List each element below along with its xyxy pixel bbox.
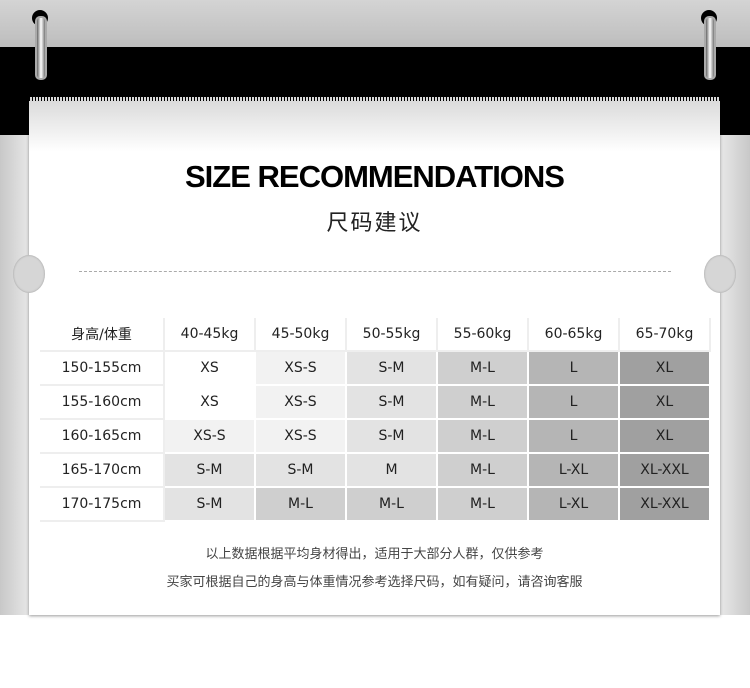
weight-header: 40-45kg (164, 318, 256, 352)
binder-ring-icon (700, 10, 718, 80)
weight-header: 55-60kg (437, 318, 529, 352)
size-table: 身高/体重 40-45kg 45-50kg 50-55kg 55-60kg 60-65kg… (40, 318, 711, 522)
size-card: SIZE RECOMMENDATIONS 尺码建议 身高/体重 40-45kg 45… (13, 97, 736, 615)
size-cell: L (528, 385, 620, 420)
divider (79, 271, 671, 272)
note-line-1: 以上数据根据平均身材得出，适用于大部分人群，仅供参考 (205, 547, 544, 562)
page-subtitle: 尺码建议 (326, 211, 423, 236)
weight-header: 60-65kg (528, 318, 620, 352)
height-label: 150-155cm (40, 351, 165, 386)
size-cell: S-M (255, 453, 347, 488)
size-cell: XS-S (164, 419, 256, 454)
size-cell: M-L (437, 453, 529, 488)
right-notch (704, 255, 736, 293)
size-cell: M-L (437, 351, 529, 386)
size-cell: L-XL (528, 453, 620, 488)
height-label: 170-175cm (40, 487, 165, 522)
table-row: 165-170cm S-M S-M M M-L L-XL XL-XXL (40, 453, 711, 488)
size-cell: M-L (255, 487, 347, 522)
height-label: 165-170cm (40, 453, 165, 488)
table-row: 160-165cm XS-S XS-S S-M M-L L XL (40, 419, 711, 454)
size-cell: XL-XXL (619, 453, 711, 488)
table-row: 170-175cm S-M M-L M-L M-L L-XL XL-XXL (40, 487, 711, 522)
table-header-row: 身高/体重 40-45kg 45-50kg 50-55kg 55-60kg 60-65kg… (40, 318, 711, 352)
size-cell: L (528, 419, 620, 454)
table-row: 155-160cm XS XS-S S-M M-L L XL (40, 385, 711, 420)
size-cell: XL-XXL (619, 487, 711, 522)
size-cell: XS-S (255, 419, 347, 454)
size-cell: XS (164, 385, 256, 420)
size-cell: M (346, 453, 438, 488)
size-cell: M-L (437, 385, 529, 420)
size-cell: S-M (346, 351, 438, 386)
table-row: 150-155cm XS XS-S S-M M-L L XL (40, 351, 711, 386)
weight-header: 50-55kg (346, 318, 438, 352)
size-cell: M-L (437, 487, 529, 522)
size-cell: XL (619, 419, 711, 454)
page-title: SIZE RECOMMENDATIONS (185, 159, 565, 194)
size-cell: S-M (164, 487, 256, 522)
corner-header: 身高/体重 (40, 318, 165, 352)
perforated-edge (29, 97, 720, 101)
height-label: 160-165cm (40, 419, 165, 454)
size-cell: XS-S (255, 351, 347, 386)
size-cell: XS (164, 351, 256, 386)
size-cell: L (528, 351, 620, 386)
height-label: 155-160cm (40, 385, 165, 420)
background-top (0, 0, 750, 47)
size-cell: XL (619, 351, 711, 386)
note-line-2: 买家可根据自己的身高与体重情况参考选择尺码，如有疑问，请咨询客服 (166, 575, 583, 590)
left-notch (13, 255, 45, 293)
weight-header: 65-70kg (619, 318, 711, 352)
size-cell: S-M (164, 453, 256, 488)
size-cell: S-M (346, 385, 438, 420)
size-cell: M-L (437, 419, 529, 454)
weight-header: 45-50kg (255, 318, 347, 352)
binder-ring-icon (31, 10, 49, 80)
size-cell: L-XL (528, 487, 620, 522)
size-cell: XS-S (255, 385, 347, 420)
size-cell: XL (619, 385, 711, 420)
size-cell: S-M (346, 419, 438, 454)
size-cell: M-L (346, 487, 438, 522)
